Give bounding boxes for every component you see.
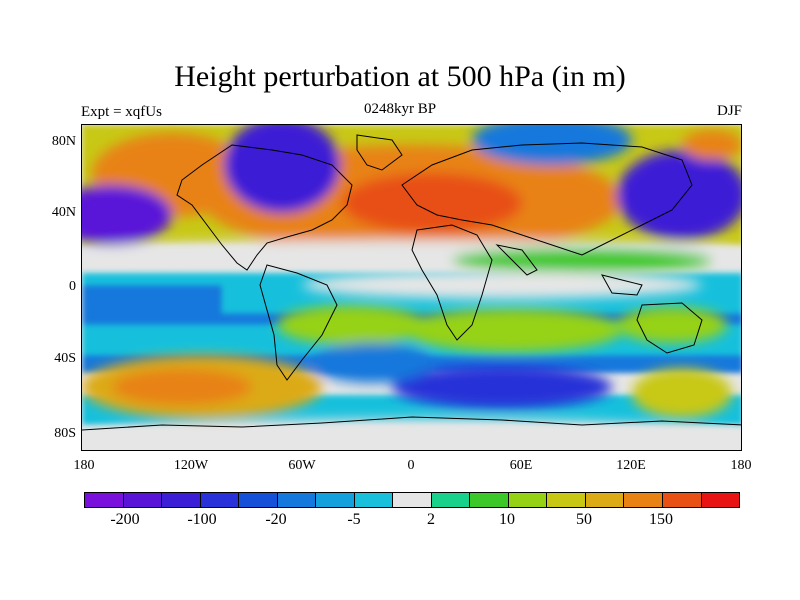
colorbar-box (470, 493, 509, 507)
plot-title: Height perturbation at 500 hPa (in m) (174, 60, 626, 93)
colorbar-box (585, 493, 625, 507)
colorbar-label: -5 (347, 511, 361, 528)
colorbar-box (200, 493, 240, 507)
contour-field (82, 125, 741, 450)
colorbar (84, 492, 740, 508)
colorbar-box (431, 493, 471, 507)
lat-label-80n: 80N (51, 134, 76, 149)
colorbar-label: 2 (427, 511, 435, 528)
lat-label-40n: 40N (51, 205, 76, 220)
lat-label-80s: 80S (54, 426, 76, 441)
colorbar-box (277, 493, 317, 507)
lon-label-120w: 120W (173, 458, 209, 473)
colorbar-box (239, 493, 278, 507)
colorbar-box (662, 493, 702, 507)
map-panel (81, 124, 742, 451)
colorbar-box (123, 493, 163, 507)
colorbar-label: -20 (265, 511, 287, 528)
lat-label-40s: 40S (54, 351, 76, 366)
colorbar-box (85, 493, 124, 507)
colorbar-label: 10 (499, 511, 515, 528)
lon-label-60w: 60W (288, 458, 316, 473)
lon-label-120e: 120E (616, 458, 646, 473)
lon-label-180e: 180 (730, 458, 752, 473)
colorbar-box (354, 493, 394, 507)
time-label: 0248kyr BP (363, 101, 437, 117)
lon-label-0: 0 (407, 458, 415, 473)
colorbar-box (393, 493, 432, 507)
colorbar-label: 150 (649, 511, 673, 528)
experiment-label: Expt = xqfUs (81, 104, 162, 120)
lon-label-60e: 60E (509, 458, 533, 473)
colorbar-box (547, 493, 586, 507)
colorbar-label: 50 (576, 511, 592, 528)
colorbar-box (701, 493, 740, 507)
colorbar-label: -100 (187, 511, 217, 528)
colorbar-label: -200 (110, 511, 140, 528)
lat-label-0: 0 (69, 279, 76, 294)
colorbar-box (508, 493, 548, 507)
colorbar-box (162, 493, 201, 507)
season-label: DJF (716, 103, 742, 119)
colorbar-box (316, 493, 355, 507)
lon-label-180w: 180 (73, 458, 95, 473)
colorbar-box (624, 493, 663, 507)
